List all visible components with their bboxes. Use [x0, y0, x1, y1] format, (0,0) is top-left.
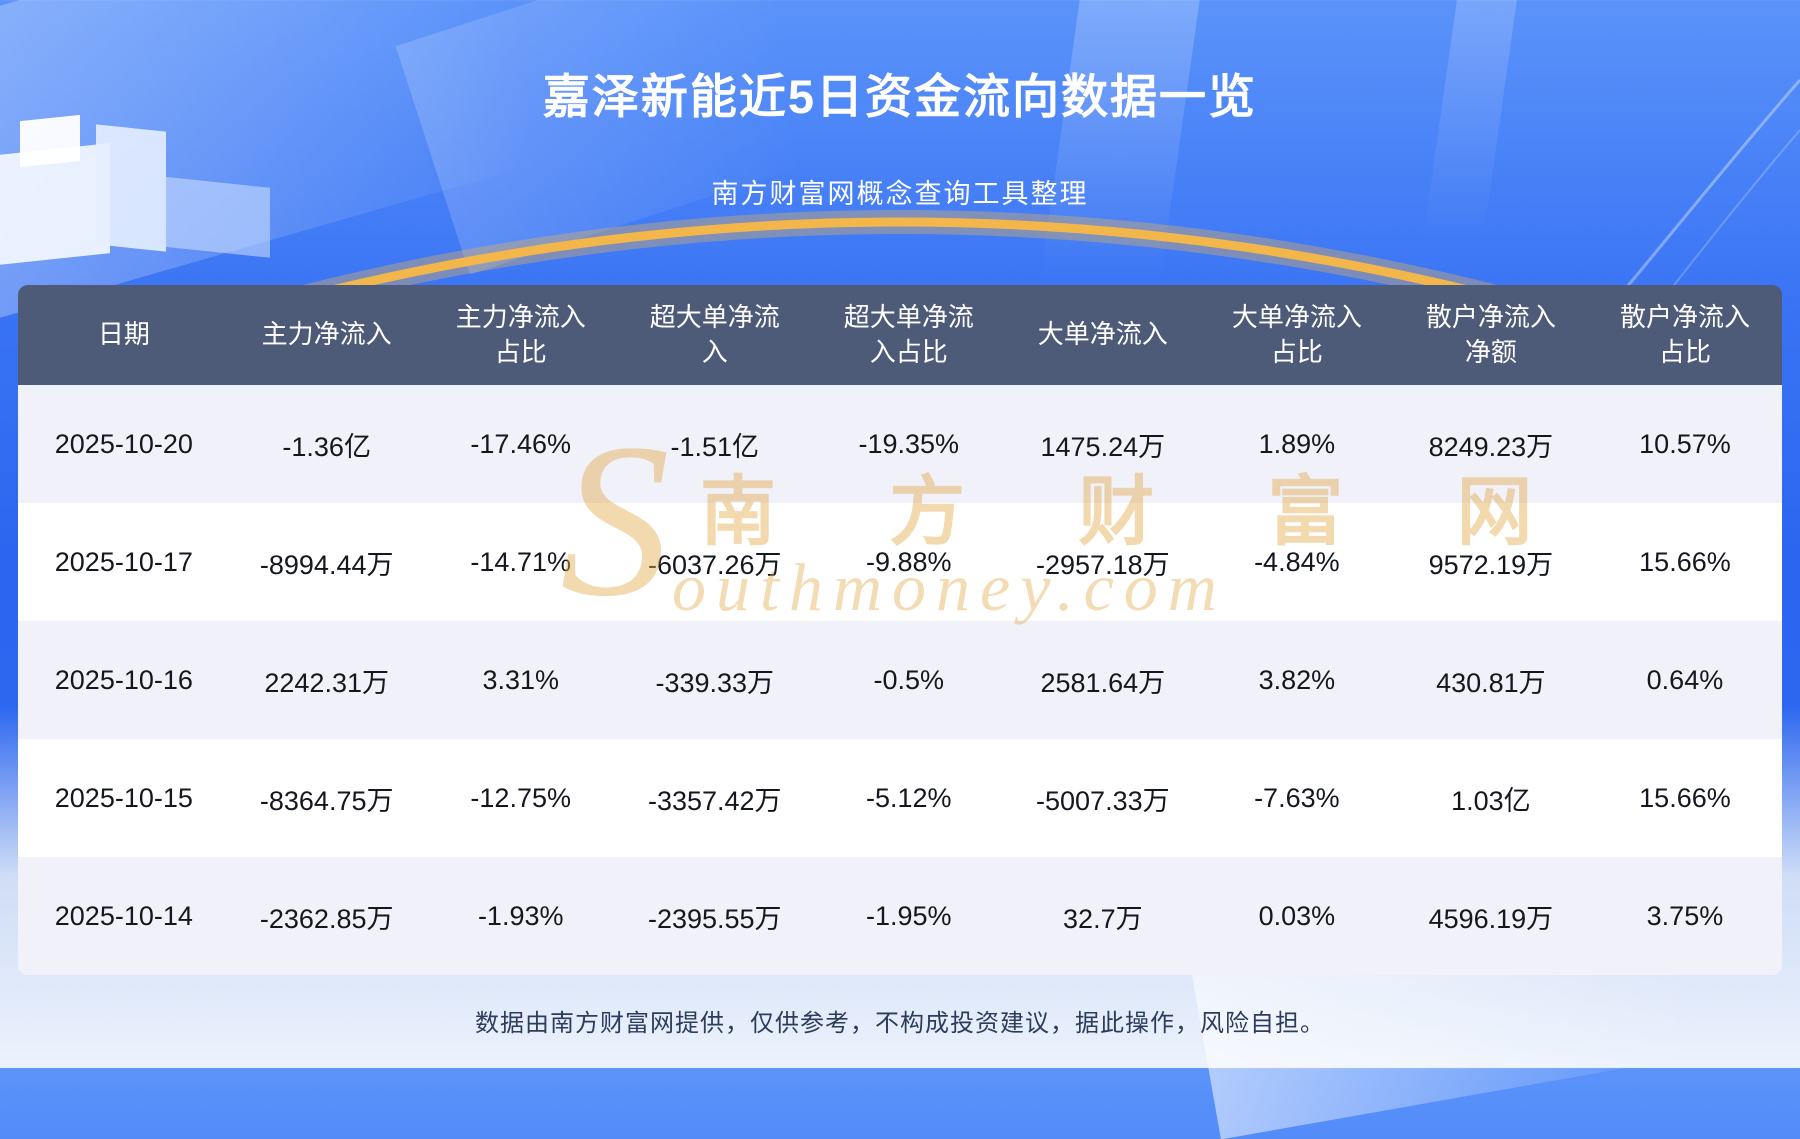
- value-cell: 15.66%: [1639, 782, 1731, 813]
- value-cell: -339.33万: [655, 667, 775, 698]
- date-cell: 2025-10-20: [54, 428, 193, 459]
- value-cell: 2581.64万: [1040, 667, 1166, 698]
- value-cell: 0.64%: [1646, 664, 1724, 695]
- value-cell: 8249.23万: [1428, 431, 1554, 462]
- table-row: 2025-10-14 -2362.85万 -1.93% -2395.55万 -1.95%…: [18, 857, 1782, 975]
- value-cell: -2395.55万: [647, 903, 782, 934]
- value-cell: -5.12%: [866, 782, 952, 813]
- page-title: 嘉泽新能近5日资金流向数据一览: [542, 70, 1258, 123]
- value-cell: 15.66%: [1639, 546, 1731, 577]
- value-cell: -8994.44万: [259, 549, 394, 580]
- value-cell: 32.7万: [1063, 903, 1143, 934]
- value-cell: -8364.75万: [259, 785, 394, 816]
- table-row: 2025-10-16 2242.31万 3.31% -339.33万 -0.5% 2581…: [18, 621, 1782, 739]
- column-header-date: 日期: [18, 285, 230, 385]
- value-cell: 4596.19万: [1428, 903, 1554, 934]
- value-cell: -0.5%: [873, 664, 945, 695]
- table-row: 2025-10-20 -1.36亿 -17.46% -1.51亿 -19.35% 1475…: [18, 385, 1782, 503]
- value-cell: -1.36亿: [282, 431, 371, 462]
- value-cell: 0.03%: [1258, 900, 1336, 931]
- value-cell: -6037.26万: [647, 549, 782, 580]
- column-header-large-order-inflow: 大单净流入: [1005, 285, 1200, 385]
- value-cell: -2957.18万: [1036, 549, 1170, 580]
- date-cell: 2025-10-15: [54, 782, 193, 813]
- value-cell: -1.95%: [866, 900, 952, 931]
- value-cell: -9.88%: [866, 546, 952, 577]
- column-header-main-inflow: 主力净流入: [229, 285, 424, 385]
- column-header-retail-ratio: 散户净流入占比: [1587, 285, 1782, 385]
- fund-flow-table: 日期 主力净流入 主力净流入占比 超大单净流入 超大单净流入占比 大单净流入 大…: [18, 285, 1782, 975]
- date-cell: 2025-10-17: [54, 546, 193, 577]
- table-row: 2025-10-15 -8364.75万 -12.75% -3357.42万 -5.12…: [18, 739, 1782, 857]
- value-cell: 1475.24万: [1040, 431, 1166, 462]
- header-row: 日期 主力净流入 主力净流入占比 超大单净流入 超大单净流入占比 大单净流入 大…: [18, 285, 1782, 385]
- value-cell: -12.75%: [470, 782, 571, 813]
- value-cell: -3357.42万: [647, 785, 782, 816]
- value-cell: -19.35%: [858, 428, 960, 459]
- value-cell: -17.46%: [470, 428, 571, 459]
- value-cell: 1.03亿: [1451, 785, 1531, 816]
- column-header-xl-order-ratio: 超大单净流入占比: [811, 285, 1006, 385]
- column-header-large-order-ratio: 大单净流入占比: [1199, 285, 1394, 385]
- value-cell: 3.82%: [1258, 664, 1336, 695]
- column-header-xl-order-inflow: 超大单净流入: [617, 285, 812, 385]
- value-cell: 9572.19万: [1428, 549, 1554, 580]
- table-header: 日期 主力净流入 主力净流入占比 超大单净流入 超大单净流入占比 大单净流入 大…: [18, 285, 1782, 385]
- value-cell: -14.71%: [470, 546, 571, 577]
- value-cell: 2242.31万: [264, 667, 389, 698]
- value-cell: -1.51亿: [670, 431, 760, 462]
- value-cell: 1.89%: [1258, 428, 1336, 459]
- gold-arc: [288, 210, 1512, 300]
- value-cell: 10.57%: [1639, 428, 1731, 459]
- table-row: 2025-10-17 -8994.44万 -14.71% -6037.26万 -9.88…: [18, 503, 1782, 621]
- value-cell: -7.63%: [1254, 782, 1340, 813]
- value-cell: -1.93%: [477, 900, 564, 931]
- value-cell: -5007.33万: [1036, 785, 1170, 816]
- value-cell: 3.75%: [1646, 900, 1724, 931]
- page-subtitle: 南方财富网概念查询工具整理: [711, 179, 1089, 209]
- column-header-main-inflow-ratio: 主力净流入占比: [423, 285, 618, 385]
- date-cell: 2025-10-16: [54, 664, 193, 695]
- table-body: 2025-10-20 -1.36亿 -17.46% -1.51亿 -19.35% 1475…: [18, 385, 1782, 975]
- value-cell: 430.81万: [1436, 667, 1546, 698]
- value-cell: -4.84%: [1254, 546, 1340, 577]
- date-cell: 2025-10-14: [54, 900, 193, 931]
- value-cell: -2362.85万: [259, 903, 394, 934]
- value-cell: 3.31%: [482, 664, 559, 695]
- column-header-retail-inflow: 散户净流入净额: [1393, 285, 1588, 385]
- footer-disclaimer: 数据由南方财富网提供，仅供参考，不构成投资建议，据此操作，风险自担。: [475, 1010, 1325, 1037]
